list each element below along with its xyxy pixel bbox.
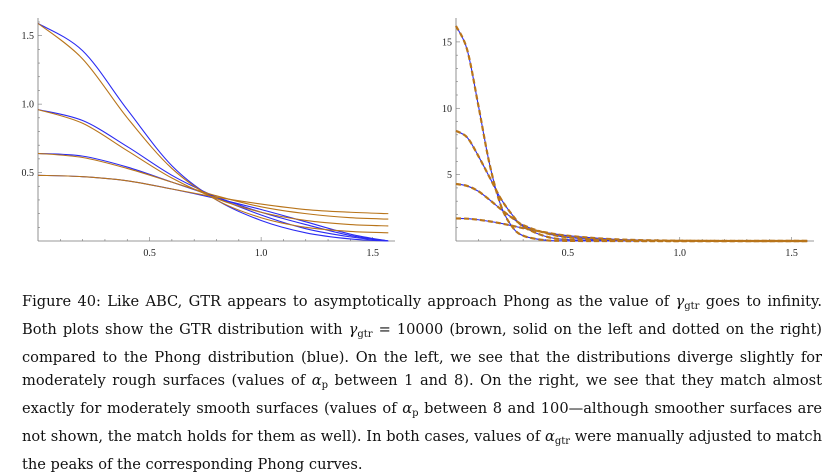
caption-text-1: Like ABC, GTR appears to asymptotically … — [100, 293, 676, 310]
phong-series-line — [37, 174, 389, 242]
gamma-symbol: γ — [348, 321, 358, 338]
gtr-series-line — [37, 22, 389, 234]
gtr-subscript: gtr — [357, 329, 373, 340]
y-tick-label: 15 — [442, 37, 452, 48]
x-tick-label: 1.5 — [366, 248, 379, 259]
caption-text-2: goes to infinity. Both plots show the GT… — [22, 293, 822, 338]
gtr-series-line — [37, 174, 389, 215]
x-tick-label: 1.0 — [255, 248, 268, 259]
p-subscript: p — [412, 408, 419, 419]
gtr-series-line — [455, 217, 808, 243]
x-tick-label: 1.5 — [785, 248, 798, 259]
x-tick-label: 0.5 — [143, 248, 156, 259]
gtr-subscript: gtr — [554, 436, 571, 447]
gtr-series-line — [455, 182, 808, 243]
y-tick-label: 10 — [442, 104, 452, 115]
left-plot: 0.5 1.0 1.5 0.5 1.0 1.5 — [22, 18, 395, 259]
figure-plots: 0.5 1.0 1.5 0.5 1.0 1.5 0.5 1.0 1.5 5 10 15 — [22, 18, 814, 259]
gtr-series-line — [37, 152, 389, 220]
caption-text-3: = 10000 (brown, solid on the left and do… — [22, 321, 822, 389]
figure-caption: Figure 40: Like ABC, GTR appears to asym… — [22, 290, 822, 476]
gamma-symbol: γ — [675, 293, 685, 310]
y-tick-label: 1.0 — [22, 100, 35, 111]
y-tick-label: 0.5 — [22, 168, 35, 179]
caption-label: Figure 40: — [22, 293, 101, 310]
alpha-symbol: α — [402, 400, 413, 417]
right-plot: 0.5 1.0 1.5 5 10 15 — [442, 18, 814, 259]
gtr-series-line — [37, 109, 389, 227]
phong-series-line — [37, 109, 389, 242]
alpha-symbol: α — [544, 428, 555, 445]
caption-text-5: between 8 and 100—although smoother surf… — [22, 400, 822, 445]
phong-series-line — [455, 183, 808, 242]
y-tick-label: 5 — [447, 170, 452, 181]
caption-text-4: between 1 and 8). On the right, we see t… — [22, 372, 822, 417]
gtr-subscript: gtr — [684, 301, 700, 312]
gtr-series-line — [455, 25, 808, 243]
x-tick-label: 0.5 — [562, 248, 575, 259]
phong-series-line — [455, 25, 808, 242]
x-tick-label: 1.0 — [674, 248, 687, 259]
p-subscript: p — [321, 380, 328, 391]
phong-series-line — [37, 22, 389, 242]
y-tick-label: 1.5 — [22, 31, 35, 42]
alpha-symbol: α — [311, 372, 322, 389]
